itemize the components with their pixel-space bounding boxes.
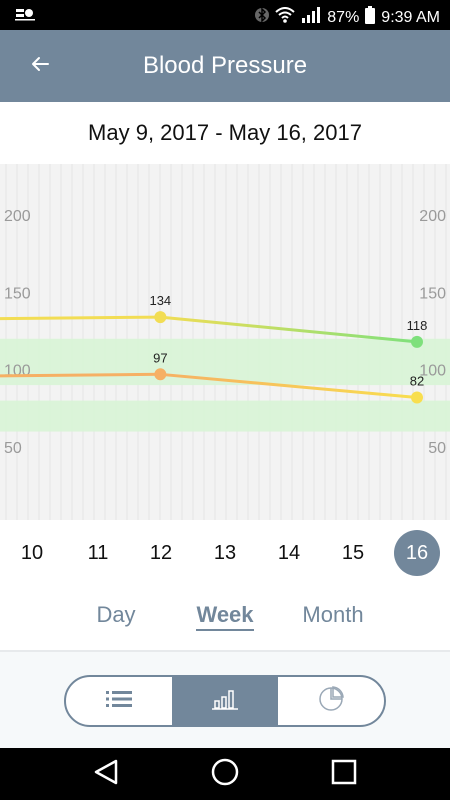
period-tabs: Day Week Month	[0, 592, 450, 642]
app-header: Blood Pressure	[0, 30, 450, 102]
day-16[interactable]: 16	[394, 530, 440, 576]
active-tab-underline	[196, 629, 254, 631]
series-1-line	[160, 372, 418, 400]
back-button[interactable]	[22, 48, 58, 84]
bar-chart-icon	[212, 688, 238, 715]
square-recents-icon	[330, 758, 358, 791]
nav-home-button[interactable]	[207, 756, 243, 792]
series-0-point	[411, 335, 423, 348]
triangle-back-icon	[92, 758, 120, 791]
series-1-line	[0, 372, 161, 378]
circle-home-icon	[210, 757, 240, 792]
data-label: 118	[407, 318, 428, 333]
status-bar: 87% 9:39 AM	[0, 0, 450, 30]
battery-percent: 87%	[327, 8, 360, 26]
data-label: 97	[153, 350, 167, 365]
tab-day[interactable]: Day	[96, 602, 136, 627]
view-switcher	[64, 675, 386, 727]
nav-recents-button[interactable]	[326, 756, 362, 792]
series-0-line	[160, 315, 418, 344]
day-14[interactable]: 14	[277, 542, 301, 564]
data-label: 82	[410, 374, 424, 389]
day-selector: 10 11 12 13 14 15 16	[0, 520, 450, 586]
day-13[interactable]: 13	[213, 542, 237, 564]
pie-chart-icon	[318, 685, 344, 717]
bluetooth-icon	[255, 6, 270, 29]
y-tick-label-left: 150	[4, 285, 31, 302]
series-1-point	[154, 368, 167, 381]
day-11[interactable]: 11	[87, 542, 109, 564]
y-tick-label-right: 150	[419, 285, 446, 302]
y-tick-label-right: 100	[419, 363, 446, 380]
signal-icon	[301, 6, 321, 29]
clock: 9:39 AM	[381, 8, 440, 26]
blood-pressure-chart: 200 200 150 150 100 100 50 50 134 118 97 82	[0, 164, 450, 520]
nav-back-button[interactable]	[88, 756, 124, 792]
day-12[interactable]: 12	[149, 542, 173, 564]
pie-view-button[interactable]	[278, 677, 384, 725]
series-0-point	[154, 311, 167, 324]
list-icon	[106, 690, 132, 713]
series-0-line	[0, 315, 161, 321]
target-band-1	[0, 400, 450, 432]
tab-week[interactable]: Week	[196, 602, 254, 627]
y-tick-label-left: 200	[4, 208, 31, 225]
series-1-point	[411, 391, 423, 404]
date-range: May 9, 2017 - May 16, 2017	[88, 120, 362, 145]
list-view-button[interactable]	[66, 677, 172, 725]
day-10[interactable]: 10	[20, 542, 44, 564]
battery-icon	[365, 6, 376, 29]
target-band-0	[0, 338, 450, 386]
page-title: Blood Pressure	[142, 52, 308, 79]
day-15[interactable]: 15	[341, 542, 365, 564]
data-label: 134	[149, 293, 171, 308]
system-nav-bar	[0, 748, 450, 800]
chart-view-button[interactable]	[172, 677, 278, 725]
y-tick-label-right: 50	[428, 440, 446, 457]
view-switcher-area	[0, 650, 450, 748]
tab-month[interactable]: Month	[302, 602, 364, 627]
wifi-icon	[275, 7, 295, 28]
y-tick-label-left: 50	[4, 440, 22, 457]
arrow-left-icon	[31, 56, 49, 77]
y-tick-label-right: 200	[419, 208, 446, 225]
app-notification-icon	[14, 6, 36, 27]
